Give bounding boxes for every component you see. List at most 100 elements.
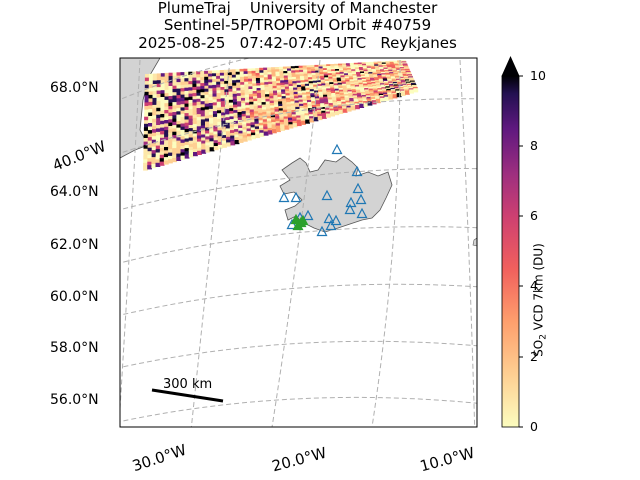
swath-cell <box>196 80 202 85</box>
swath-cell <box>265 101 271 106</box>
swath-cell <box>254 113 259 118</box>
swath-cell <box>258 115 264 120</box>
swath-cell <box>220 98 226 103</box>
swath-cell <box>147 133 153 138</box>
swath-cell <box>188 81 194 86</box>
volcano-marker <box>323 212 335 224</box>
swath-cell <box>263 70 269 75</box>
swath-cell <box>143 130 149 136</box>
swath-cell <box>192 136 198 141</box>
swath-cell <box>213 137 219 142</box>
lat-label-68: 68.0°N <box>50 80 99 96</box>
swath-cell <box>176 85 182 90</box>
swath-cell <box>282 100 287 105</box>
swath-cell <box>254 121 260 126</box>
swath-cell <box>256 88 262 93</box>
swath-cell <box>168 72 174 77</box>
swath-cell <box>228 99 234 104</box>
swath-cell <box>144 116 149 121</box>
swath-cell <box>249 112 255 117</box>
swath-cell <box>209 144 215 149</box>
swath-cell <box>209 138 215 143</box>
swath-cell <box>221 123 227 128</box>
swath-cell <box>272 83 278 88</box>
swath-cell <box>287 72 293 78</box>
lat-label-62: 62.0°N <box>50 237 99 253</box>
swath-cell <box>180 113 186 118</box>
swath-cell <box>208 103 214 108</box>
swath-cell <box>237 117 243 122</box>
swath-cell <box>164 143 169 148</box>
swath-cell <box>176 143 182 148</box>
swath-cell <box>267 69 273 74</box>
swath-cell <box>143 159 148 164</box>
swath-cell <box>271 69 277 74</box>
swath-cell <box>168 99 174 104</box>
swath-cell <box>245 102 251 107</box>
swath-cell <box>180 78 186 83</box>
swath-cell <box>209 120 214 125</box>
swath-cell <box>261 97 267 102</box>
swath-cell <box>231 72 237 77</box>
swath-cell <box>288 77 293 82</box>
swath-cell <box>290 96 295 102</box>
swath-cell <box>172 158 177 163</box>
volcano-marker <box>302 209 314 221</box>
swath-cell <box>176 130 182 135</box>
swath-cell <box>172 115 178 120</box>
swath-cell <box>241 116 247 121</box>
swath-cell <box>196 89 202 94</box>
swath-cell <box>271 119 276 124</box>
swath-cell <box>180 152 186 157</box>
swath-cell <box>275 71 281 76</box>
swath-cell <box>247 73 253 78</box>
swath-cell <box>160 134 165 139</box>
swath-cell <box>304 81 310 86</box>
swath-cell <box>180 75 186 80</box>
swath-cell <box>284 82 290 87</box>
swath-cell <box>266 111 272 116</box>
swath-cell <box>168 86 174 91</box>
swath-cell <box>294 68 300 73</box>
swath-cell <box>252 85 258 91</box>
swath-cell <box>212 87 218 92</box>
swath-cell <box>263 74 269 80</box>
swath-cell <box>231 69 237 74</box>
swath-cell <box>188 128 194 133</box>
swath-cell <box>260 85 266 90</box>
swath-cell <box>252 80 257 86</box>
swath-cell <box>188 125 194 130</box>
swath-cell <box>160 127 165 132</box>
swath-cell <box>232 82 237 88</box>
swath-cell <box>192 130 198 135</box>
swath-cell <box>212 108 218 113</box>
swath-cell <box>164 96 170 101</box>
swath-cell <box>176 98 182 103</box>
swath-cell <box>147 154 153 159</box>
swath-cell <box>232 99 238 104</box>
swath-cell <box>250 130 256 135</box>
swath-cell <box>163 153 169 158</box>
swath-cell <box>209 147 215 152</box>
swath-cell <box>269 95 275 101</box>
swath-cell <box>260 89 266 95</box>
swath-cell <box>180 133 186 138</box>
swath-cell <box>237 114 243 119</box>
swath-cell <box>184 103 190 108</box>
swath-cell <box>241 113 247 118</box>
swath-cell <box>144 102 150 107</box>
swath-cell <box>176 72 182 77</box>
swath-cell <box>208 105 214 111</box>
swath-cell <box>275 120 281 126</box>
swath-cell <box>241 111 247 116</box>
swath-cell <box>248 89 254 94</box>
swath-cell <box>156 83 162 88</box>
swath-cell <box>151 164 157 169</box>
swath-cell <box>188 134 194 139</box>
swath-cell <box>196 101 202 106</box>
swath-cell <box>164 116 170 121</box>
volcano-marker <box>355 193 367 205</box>
faroe-land <box>472 237 477 247</box>
swath-cell <box>269 103 275 108</box>
swath-cell <box>196 114 202 119</box>
